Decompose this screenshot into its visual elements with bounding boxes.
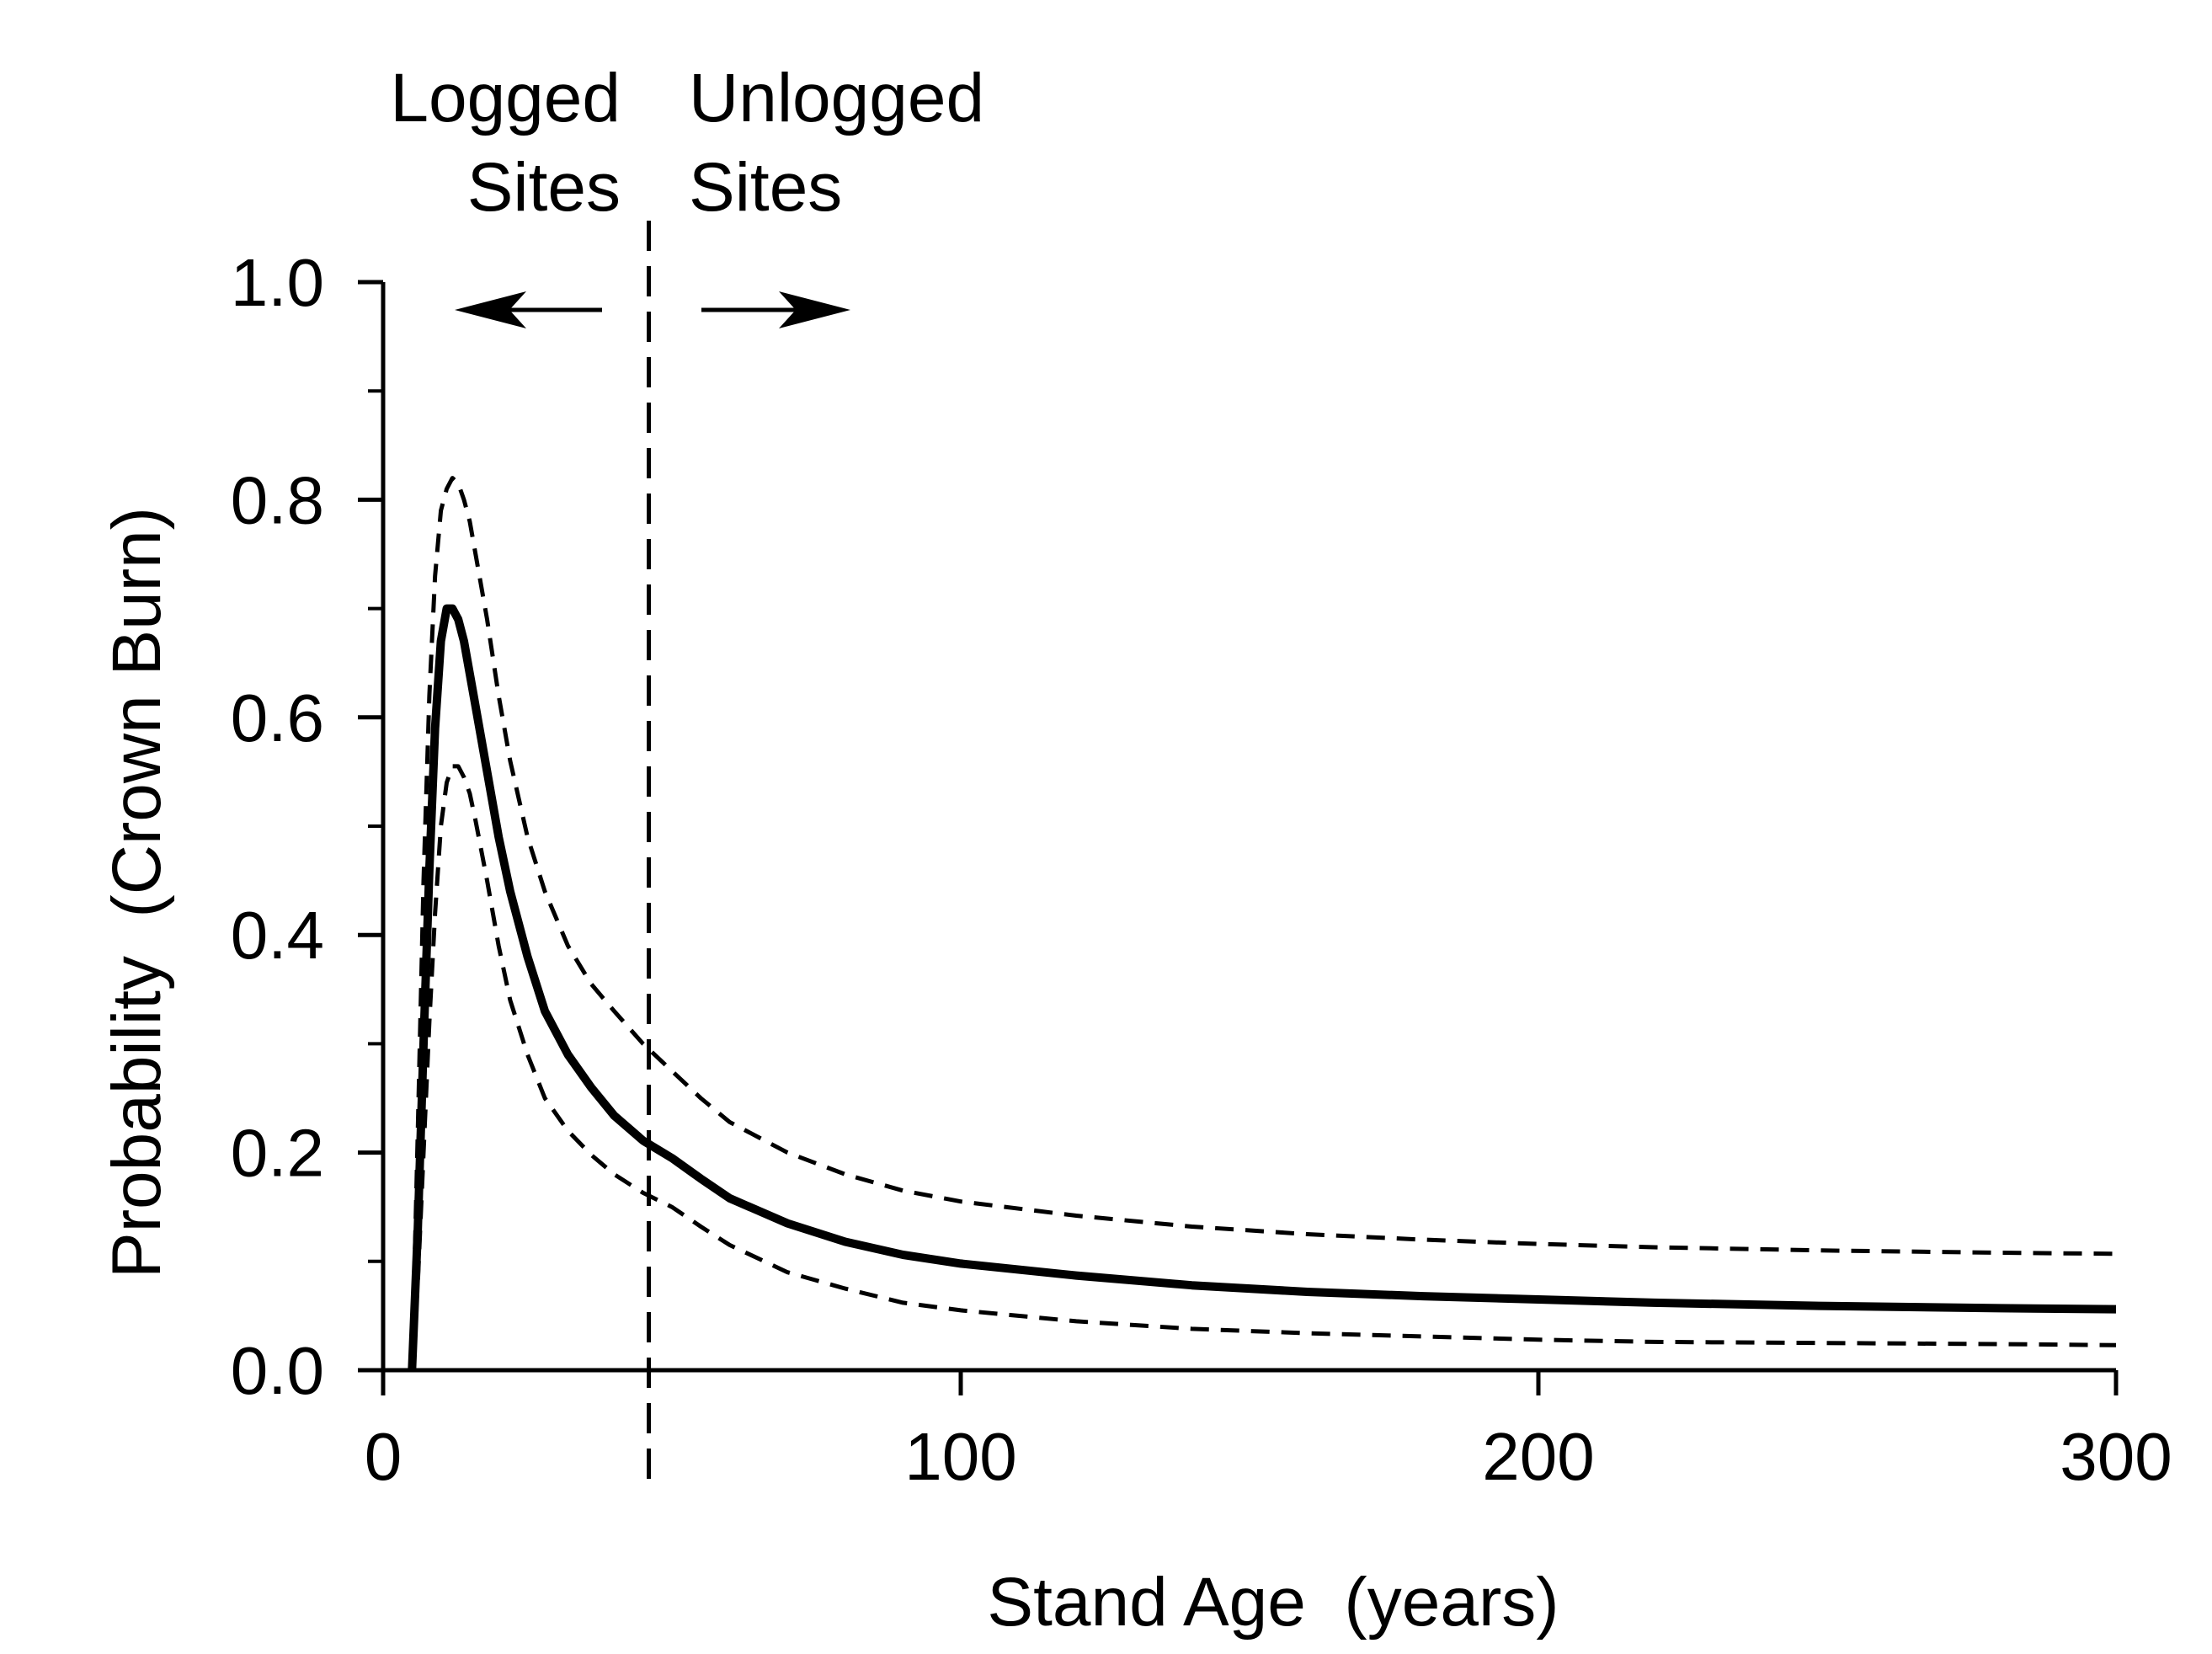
annotations-group: Logged Sites Unlogged Sites [390, 60, 984, 328]
right-arrow-head [779, 291, 850, 328]
axis-labels-group: Stand Age (years) Probability (Crown Bur… [99, 507, 1559, 1641]
x-axis-label: Stand Age (years) [987, 1564, 1559, 1641]
logged-sites-label-line2: Sites [467, 149, 621, 226]
x-tick-label-200: 200 [1482, 1419, 1594, 1494]
unlogged-sites-label-line1: Unlogged [689, 60, 984, 136]
y-axis-label: Probability (Crown Burn) [99, 507, 175, 1278]
series-line-1-solid [408, 604, 2117, 1371]
series-line-2-dashed [409, 476, 2117, 1371]
y-tick-label-0.6: 0.6 [231, 680, 324, 755]
series-line-3-dashed [409, 764, 2117, 1371]
y-tick-label-0.2: 0.2 [231, 1116, 324, 1191]
series-group [408, 476, 2117, 1371]
left-arrow-head [455, 291, 526, 328]
unlogged-sites-label-line2: Sites [689, 149, 842, 226]
x-tick-label-0: 0 [365, 1419, 402, 1494]
x-tick-label-300: 300 [2060, 1419, 2172, 1494]
y-tick-label-0.4: 0.4 [231, 898, 324, 973]
y-tick-label-0.8: 0.8 [231, 462, 324, 537]
ticks-group: 0 100 200 300 0.0 0.2 0.4 0.6 0.8 1.0 [231, 245, 2172, 1494]
x-tick-label-100: 100 [904, 1419, 1016, 1494]
y-tick-label-0.0: 0.0 [231, 1333, 324, 1408]
y-tick-label-1.0: 1.0 [231, 245, 324, 320]
logged-sites-label-line1: Logged [390, 60, 621, 136]
axes-group [381, 282, 2116, 1373]
